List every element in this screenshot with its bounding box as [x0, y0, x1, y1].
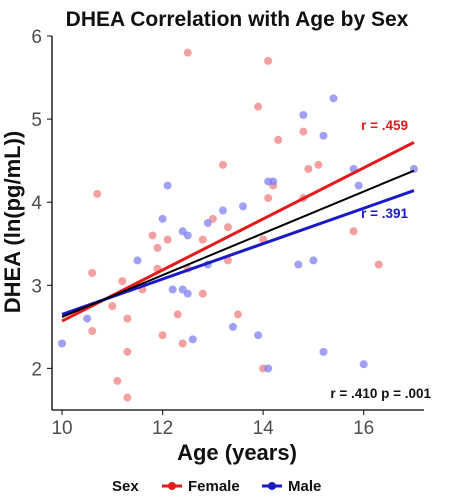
male-point [264, 177, 273, 186]
male-point [299, 110, 308, 119]
male-point [329, 94, 338, 103]
series-male [58, 94, 418, 373]
legend-swatch-dot [168, 482, 176, 490]
female-point [274, 135, 283, 144]
x-tick-label: 14 [253, 418, 275, 439]
female-point [163, 235, 172, 244]
legend-swatch-dot [268, 482, 276, 490]
male-point [354, 181, 363, 190]
female-point [264, 194, 273, 203]
female-point [299, 127, 308, 136]
male-point [188, 335, 197, 344]
female-point [223, 256, 232, 265]
male-point [168, 285, 177, 294]
female-point [264, 56, 273, 65]
male-point [183, 231, 192, 240]
y-tick-label: 3 [31, 276, 42, 297]
female-point [223, 223, 232, 232]
fit-lines-layer: r = .459 r = .391 [61, 118, 415, 323]
ticks-layer: 2 3 4 5 6 10 12 14 16 [31, 27, 374, 439]
series-female [88, 48, 383, 402]
correlation-annotation: r = .410 p = .001 [330, 386, 431, 401]
female-point [123, 347, 132, 356]
legend-label: Female [188, 478, 240, 495]
male-point [58, 339, 67, 348]
female-r-label: r = .459 [361, 118, 408, 133]
x-tick-label: 10 [51, 418, 72, 439]
female-point [349, 227, 358, 236]
male-point [158, 214, 167, 223]
female-point [218, 160, 227, 169]
legend-title: Sex [112, 478, 139, 495]
male-point [183, 289, 192, 298]
female-point [123, 393, 132, 402]
male-point [218, 206, 227, 215]
female-point [178, 339, 187, 348]
female-point [374, 260, 383, 269]
female-point [173, 310, 182, 319]
male-r-label: r = .391 [361, 206, 408, 221]
female-point [198, 289, 207, 298]
male-point [133, 256, 142, 265]
male-fit-line [61, 189, 415, 316]
male-point [228, 322, 237, 331]
female-point [314, 160, 323, 169]
x-axis-title: Age (years) [177, 440, 297, 465]
female-point [198, 235, 207, 244]
y-tick-label: 6 [31, 27, 42, 48]
male-point [309, 256, 318, 265]
male-point [319, 347, 328, 356]
y-tick-label: 4 [31, 193, 42, 214]
female-point [93, 189, 102, 198]
y-tick-label: 5 [31, 110, 42, 131]
legend-item-female: Female [162, 478, 240, 495]
y-axis-title: DHEA (ln(pg/mL)) [0, 131, 25, 313]
female-fit-line [61, 141, 415, 323]
female-point [234, 310, 242, 319]
female-point [108, 302, 117, 311]
male-point [239, 202, 248, 211]
female-point [158, 331, 167, 340]
legend: Sex Female Male [112, 478, 321, 495]
points-layer [58, 48, 418, 402]
male-point [83, 314, 92, 323]
chart-title: DHEA Correlation with Age by Sex [66, 8, 409, 31]
female-point [183, 48, 192, 57]
female-point [153, 243, 162, 252]
female-point [304, 164, 313, 173]
male-point [254, 331, 263, 340]
female-point [254, 102, 263, 111]
axis-layer [51, 36, 424, 411]
female-point [88, 268, 97, 277]
female-point [123, 314, 132, 323]
x-tick-label: 16 [353, 418, 374, 439]
female-point [118, 277, 127, 286]
legend-label: Male [288, 478, 321, 495]
legend-item-male: Male [262, 478, 321, 495]
y-tick-label: 2 [31, 359, 42, 380]
x-tick-label: 12 [152, 418, 173, 439]
male-point [319, 131, 328, 140]
male-point [359, 360, 368, 369]
all-fit-line [61, 169, 415, 318]
male-point [294, 260, 303, 269]
female-point [148, 231, 157, 240]
female-point [113, 376, 122, 385]
female-point [88, 327, 97, 336]
male-point [203, 219, 212, 227]
male-point [163, 181, 172, 190]
male-point [264, 364, 273, 373]
